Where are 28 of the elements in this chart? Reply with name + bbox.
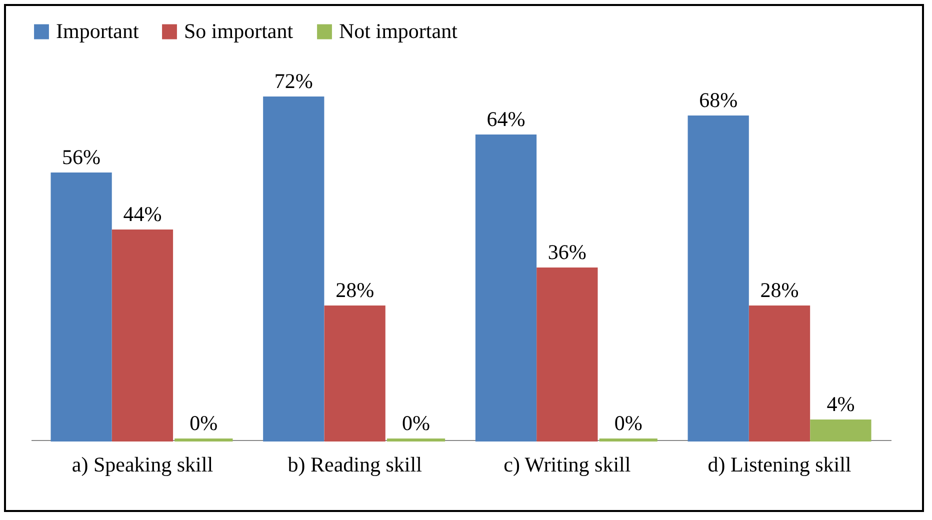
bar bbox=[324, 306, 386, 442]
data-label: 64% bbox=[486, 107, 526, 131]
bar bbox=[475, 134, 537, 442]
data-label: 68% bbox=[699, 88, 738, 112]
x-tick-label: a) Speaking skill bbox=[72, 452, 214, 476]
x-tick-label: b) Reading skill bbox=[288, 452, 422, 476]
data-label: 36% bbox=[548, 240, 586, 264]
data-label: 56% bbox=[62, 145, 101, 169]
bar bbox=[263, 96, 324, 442]
bar bbox=[112, 230, 174, 442]
data-label: 44% bbox=[123, 202, 162, 226]
bar bbox=[810, 420, 872, 442]
data-label: 28% bbox=[760, 278, 799, 302]
x-tick-label: d) Listening skill bbox=[708, 452, 852, 476]
data-label: 72% bbox=[274, 69, 313, 93]
bar bbox=[50, 172, 112, 442]
data-label: 28% bbox=[336, 278, 374, 302]
data-label: 0% bbox=[402, 411, 430, 435]
legend-label: Important bbox=[56, 18, 139, 43]
x-tick-label: c) Writing skill bbox=[504, 452, 631, 476]
legend-label: So important bbox=[184, 18, 294, 43]
bar bbox=[688, 116, 749, 442]
data-label: 0% bbox=[190, 411, 218, 435]
bar bbox=[536, 268, 598, 442]
legend-label: Not important bbox=[339, 18, 458, 43]
data-label: 4% bbox=[826, 392, 855, 416]
bar bbox=[748, 306, 810, 442]
data-label: 0% bbox=[614, 411, 642, 435]
